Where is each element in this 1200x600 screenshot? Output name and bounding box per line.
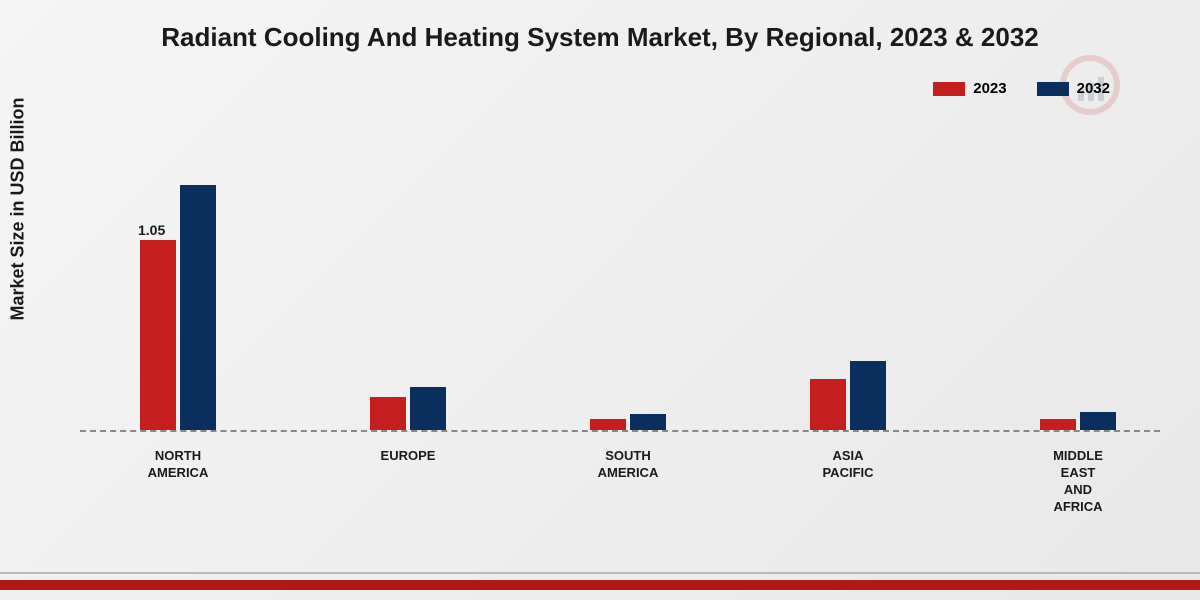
legend-swatch-2023 xyxy=(933,82,965,96)
chart-plot-area: 1.05 xyxy=(80,140,1160,440)
bar-group xyxy=(1040,412,1116,430)
legend-label-2032: 2032 xyxy=(1077,80,1110,97)
legend-item-2032: 2032 xyxy=(1037,80,1110,97)
bar xyxy=(810,379,846,430)
y-axis-label: Market Size in USD Billion xyxy=(8,97,29,320)
x-axis-label: SOUTHAMERICA xyxy=(598,448,659,482)
bar xyxy=(180,185,216,430)
bar xyxy=(370,397,406,430)
bar-group xyxy=(810,361,886,430)
bar xyxy=(1080,412,1116,430)
x-axis-label: EUROPE xyxy=(381,448,436,465)
bar xyxy=(410,387,446,431)
bar-group xyxy=(590,414,666,430)
bar-value-label: 1.05 xyxy=(138,222,165,238)
bar xyxy=(630,414,666,430)
chart-title: Radiant Cooling And Heating System Marke… xyxy=(0,0,1200,53)
bar xyxy=(850,361,886,430)
legend-swatch-2032 xyxy=(1037,82,1069,96)
footer-bar xyxy=(0,580,1200,590)
legend-label-2023: 2023 xyxy=(973,80,1006,97)
legend: 2023 2032 xyxy=(933,80,1110,97)
bar xyxy=(1040,419,1076,430)
baseline xyxy=(80,430,1160,432)
bar-group xyxy=(370,387,446,431)
legend-item-2023: 2023 xyxy=(933,80,1006,97)
bar xyxy=(590,419,626,430)
x-axis-label: MIDDLEEASTANDAFRICA xyxy=(1053,448,1103,516)
footer-divider xyxy=(0,572,1200,574)
bar xyxy=(140,240,176,430)
x-axis-label: ASIAPACIFIC xyxy=(822,448,873,482)
x-axis-label: NORTHAMERICA xyxy=(148,448,209,482)
